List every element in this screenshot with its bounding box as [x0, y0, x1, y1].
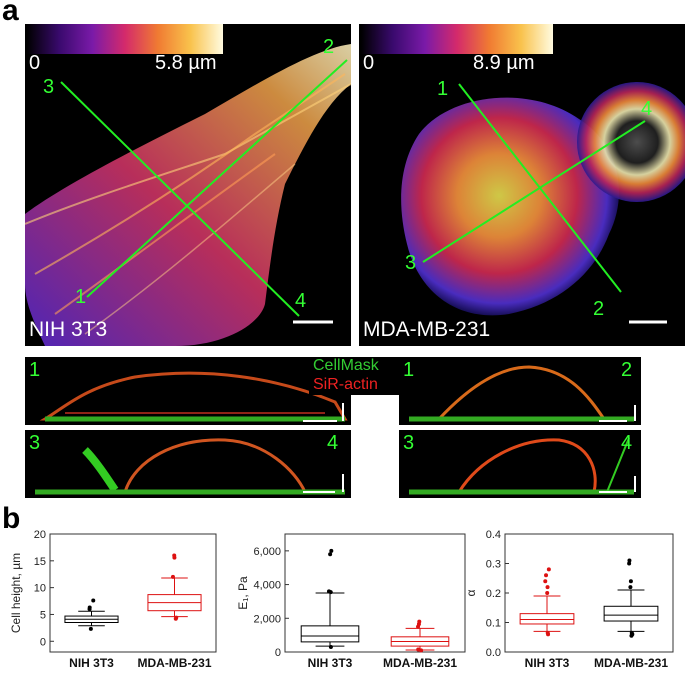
box-NIH 3T3: [301, 626, 359, 642]
outlier-point: [91, 599, 95, 603]
nih3t3-section-1-2-image: [25, 357, 351, 425]
x-category-label: NIH 3T3: [308, 656, 353, 670]
x-category-label: NIH 3T3: [69, 656, 114, 670]
nih3t3-line-label-2: 2: [323, 36, 334, 59]
x-category-label: MDA-MB-231: [383, 656, 457, 670]
y-tick-label: 2,000: [253, 613, 281, 625]
legend-sir-actin: SiR-actin: [313, 376, 378, 394]
y-axis-label: α: [464, 589, 478, 596]
mdamb231-line-label-4: 4: [641, 98, 652, 121]
outlier-point: [547, 567, 551, 571]
nih3t3-section-3-4-start: 3: [29, 432, 40, 455]
outlier-point: [543, 579, 547, 583]
box-plots-svg: 0 5 10 15 20 Cell height, µm NIH 3T3 MDA-MB-231…: [0, 518, 685, 682]
nih3t3-height-map: 0 5.8 µm 3 2 1 4 NIH 3T3: [25, 24, 351, 346]
nih3t3-line-label-3: 3: [43, 76, 54, 99]
outlier-point: [171, 575, 175, 579]
mdamb231-colorbar-min: 0: [363, 52, 374, 75]
y-tick-label: 10: [34, 583, 46, 595]
nih3t3-section-1-2: 1 2: [25, 357, 351, 425]
nih3t3-section-1-2-start: 1: [29, 359, 40, 382]
nih3t3-section-3-4-end: 4: [327, 432, 338, 455]
y-tick-label: 0.4: [486, 529, 501, 541]
y-tick-label: 0.2: [486, 588, 501, 600]
y-tick-label: 0.0: [486, 647, 501, 659]
y-axis-label: Cell height, µm: [9, 553, 23, 633]
plot-frame-2: [505, 534, 673, 652]
outlier-point: [172, 553, 176, 557]
outlier-point: [628, 585, 632, 589]
outlier-point: [417, 620, 421, 624]
mdamb231-section-3-4: 3 4: [399, 430, 641, 498]
outlier-point: [630, 631, 634, 635]
mdamb231-line-label-2: 2: [593, 298, 604, 321]
x-category-label: MDA-MB-231: [137, 656, 211, 670]
y-axis-label: E₁, Pa: [236, 576, 250, 610]
outlier-point: [88, 605, 92, 609]
y-tick-label: 0: [40, 636, 46, 648]
y-tick-label: 0.3: [486, 559, 501, 571]
y-tick-label: 0.1: [486, 618, 501, 630]
nih3t3-line-label-4: 4: [295, 290, 306, 313]
y-tick-label: 0: [275, 647, 281, 659]
y-tick-label: 20: [34, 529, 46, 541]
mdamb231-section-3-4-start: 3: [403, 432, 414, 455]
outlier-point: [546, 585, 550, 589]
nih3t3-colorbar-max: 5.8 µm: [155, 52, 217, 75]
outlier-point: [89, 627, 93, 631]
outlier-point: [329, 549, 333, 553]
nih3t3-line-label-1: 1: [75, 286, 86, 309]
channel-legend: CellMask SiR-actin: [309, 357, 403, 395]
plot-frame-0: [50, 534, 216, 652]
mdamb231-line-label-1: 1: [437, 78, 448, 101]
outlier-point: [627, 559, 631, 563]
nih3t3-colorbar: [27, 24, 223, 54]
outlier-point: [629, 579, 633, 583]
mdamb231-colorbar-max: 8.9 µm: [473, 52, 535, 75]
box-MDA-MB-231: [604, 606, 658, 621]
x-category-label: MDA-MB-231: [594, 656, 668, 670]
nih3t3-section-3-4: 3 4: [25, 430, 351, 498]
y-tick-label: 15: [34, 556, 46, 568]
mdamb231-section-1-2-start: 1: [403, 359, 414, 382]
mdamb231-cell-line-label: MDA-MB-231: [363, 318, 490, 342]
x-category-label: NIH 3T3: [525, 656, 570, 670]
nih3t3-section-3-4-image: [25, 430, 351, 498]
outlier-point: [544, 573, 548, 577]
mdamb231-section-1-2: 1 2: [399, 357, 641, 425]
panel-a-letter: a: [2, 0, 19, 28]
mdamb231-section-1-2-image: [399, 357, 641, 425]
mdamb231-colorbar: [361, 24, 553, 54]
mdamb231-line-label-3: 3: [405, 252, 416, 275]
outlier-point: [327, 589, 331, 593]
legend-cellmask: CellMask: [313, 357, 379, 375]
outlier-point: [174, 616, 178, 620]
box-plots: 0 5 10 15 20 Cell height, µm NIH 3T3 MDA-MB-231…: [0, 518, 685, 682]
nih3t3-cell-line-label: NIH 3T3: [29, 318, 107, 342]
outlier-point: [545, 591, 549, 595]
mdamb231-section-3-4-end: 4: [621, 432, 632, 455]
outlier-point: [329, 645, 333, 649]
y-tick-label: 5: [40, 609, 46, 621]
box-NIH 3T3: [520, 614, 574, 624]
outlier-point: [416, 647, 420, 651]
mdamb231-section-1-2-end: 2: [621, 359, 632, 382]
y-tick-label: 6,000: [253, 546, 281, 558]
nih3t3-colorbar-min: 0: [29, 52, 40, 75]
outlier-point: [546, 631, 550, 635]
mdamb231-section-3-4-image: [399, 430, 641, 498]
y-tick-label: 4,000: [253, 580, 281, 592]
mdamb231-height-map: 0 8.9 µm 1 2 3 4 MDA-MB-231: [359, 24, 685, 346]
